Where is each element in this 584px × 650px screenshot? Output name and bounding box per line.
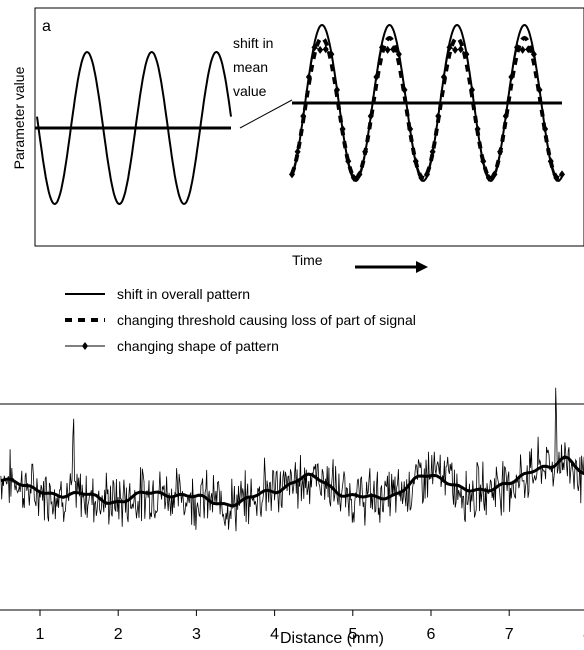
annotation-line-3: value — [233, 83, 267, 99]
series-smoothed-profile — [0, 455, 584, 508]
shape-marker — [542, 125, 549, 134]
panel-a-plot — [35, 23, 565, 206]
legend-label-2: changing threshold causing loss of part … — [117, 312, 416, 328]
shape-marker — [559, 170, 565, 179]
shape-marker — [502, 112, 509, 121]
shape-marker — [480, 157, 487, 166]
series-original-pattern — [36, 50, 232, 206]
shape-marker — [457, 45, 464, 54]
shape-marker — [367, 112, 374, 121]
series-raw-profile — [0, 387, 584, 532]
shape-marker — [446, 43, 453, 52]
x-tick-label: 3 — [192, 626, 201, 643]
shape-marker — [373, 72, 380, 81]
shape-marker — [412, 157, 419, 166]
shape-marker — [384, 45, 391, 54]
shape-marker — [390, 45, 397, 54]
time-arrow-head — [416, 261, 428, 273]
panel-b-ticks: 1 2 3 4 5 6 7 8 — [36, 610, 584, 643]
annotation-leader — [239, 99, 293, 129]
shape-marker — [469, 85, 475, 94]
legend-label-3: changing shape of pattern — [117, 338, 279, 354]
shape-marker — [435, 112, 442, 121]
shape-marker — [362, 147, 369, 156]
panel-b-plot — [0, 387, 584, 532]
shape-marker — [519, 45, 526, 54]
shape-marker — [311, 43, 318, 52]
x-tick-label: 2 — [114, 626, 123, 643]
x-axis-label-b: Distance (mm) — [280, 630, 384, 647]
x-tick-label: 4 — [270, 626, 279, 643]
shape-marker — [334, 85, 340, 94]
shape-marker — [452, 45, 459, 54]
x-tick-label: 1 — [36, 626, 45, 643]
shape-marker — [525, 45, 532, 54]
shape-marker — [485, 173, 492, 182]
shape-marker — [305, 72, 312, 81]
shape-marker — [407, 125, 414, 134]
annotation-line-1: shift in — [233, 35, 273, 51]
shape-marker — [294, 147, 301, 156]
shape-marker — [322, 45, 329, 54]
shape-marker — [514, 43, 520, 52]
shape-marker — [328, 50, 335, 59]
x-tick-label: 5 — [348, 626, 357, 643]
shape-marker — [491, 170, 498, 179]
legend-swatch-diamond — [82, 342, 88, 350]
annotation-line-2: mean — [233, 59, 268, 75]
x-tick-label: 8 — [583, 626, 584, 643]
shape-marker — [508, 72, 515, 81]
legend-label-1: shift in overall pattern — [117, 286, 250, 302]
shape-marker — [345, 157, 352, 166]
legend-a: shift in overall pattern changing thresh… — [65, 286, 416, 354]
shape-marker — [418, 173, 425, 182]
shape-marker — [395, 50, 402, 59]
shape-marker — [356, 170, 363, 179]
shape-marker — [339, 125, 346, 134]
shape-marker — [424, 170, 430, 179]
shape-marker — [463, 50, 470, 59]
shape-marker — [401, 85, 408, 94]
shape-marker — [474, 125, 481, 134]
y-axis-label-a: Parameter value — [11, 66, 27, 169]
x-axis-label-a: Time — [292, 252, 323, 268]
shape-marker — [497, 147, 504, 156]
x-tick-label: 6 — [427, 626, 436, 643]
shape-marker — [379, 43, 385, 52]
shape-marker — [536, 85, 543, 94]
shape-marker — [553, 173, 560, 182]
shape-marker — [547, 157, 554, 166]
shape-marker — [350, 173, 357, 182]
shape-marker — [530, 50, 537, 59]
shape-marker — [300, 112, 307, 121]
x-tick-label: 7 — [505, 626, 514, 643]
panel-a-label: a — [42, 18, 51, 35]
series-changing-threshold — [290, 35, 564, 181]
shape-marker — [440, 72, 447, 81]
shape-marker — [289, 170, 295, 179]
shape-marker — [317, 45, 324, 54]
shape-marker — [429, 147, 436, 156]
